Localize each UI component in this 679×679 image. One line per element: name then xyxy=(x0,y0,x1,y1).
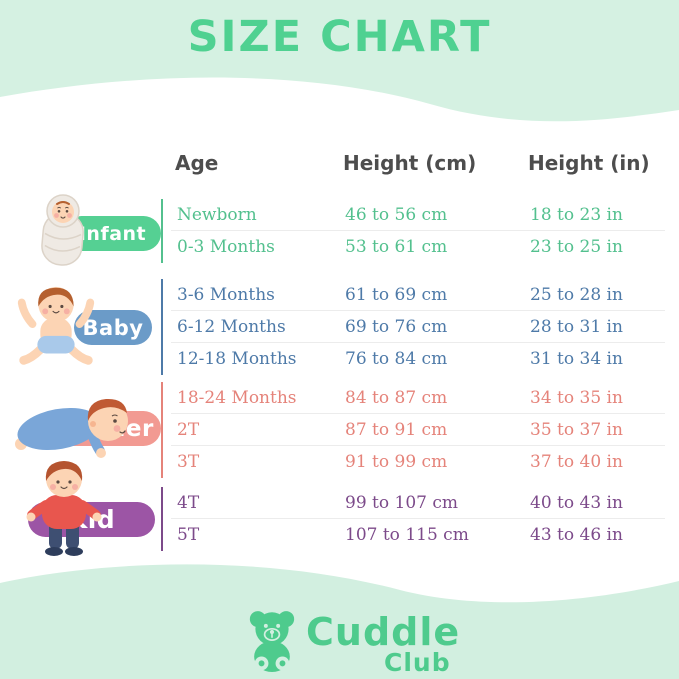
height-cm-cell: 91 to 99 cm xyxy=(345,452,448,472)
age-cell: 4T xyxy=(177,493,200,513)
age-cell: 3T xyxy=(177,452,200,472)
age-cell: 6-12 Months xyxy=(177,317,286,337)
height-in-cell: 28 to 31 in xyxy=(530,317,623,337)
age-cell: 2T xyxy=(177,420,200,440)
age-cell: 12-18 Months xyxy=(177,349,297,369)
column-header-age: Age xyxy=(175,151,219,175)
kid-rows: 4T 99 to 107 cm 40 to 43 in 5T 107 to 115 cm… xyxy=(161,487,669,551)
height-cm-cell: 61 to 69 cm xyxy=(345,285,448,305)
height-in-cell: 43 to 46 in xyxy=(530,525,623,545)
table-row: 2T 87 to 91 cm 35 to 37 in xyxy=(163,414,669,446)
height-in-cell: 31 to 34 in xyxy=(530,349,623,369)
height-cm-cell: 99 to 107 cm xyxy=(345,493,458,513)
height-in-cell: 23 to 25 in xyxy=(530,237,623,257)
height-in-cell: 37 to 40 in xyxy=(530,452,623,472)
page-title: SIZE CHART xyxy=(187,12,492,62)
brand-subname: Club xyxy=(384,648,451,677)
infant-illustration xyxy=(26,189,100,269)
table-row: 18-24 Months 84 to 87 cm 34 to 35 in xyxy=(163,382,669,414)
height-cm-cell: 87 to 91 cm xyxy=(345,420,448,440)
table-row: 4T 99 to 107 cm 40 to 43 in xyxy=(163,487,669,519)
kid-illustration xyxy=(22,455,106,559)
table-row: 6-12 Months 69 to 76 cm 28 to 31 in xyxy=(163,311,669,343)
height-cm-cell: 76 to 84 cm xyxy=(345,349,448,369)
height-cm-cell: 84 to 87 cm xyxy=(345,388,448,408)
brand-name: Cuddle xyxy=(306,610,461,654)
age-cell: 18-24 Months xyxy=(177,388,297,408)
column-header-height-cm: Height (cm) xyxy=(343,151,477,175)
toddler-rows: 18-24 Months 84 to 87 cm 34 to 35 in 2T 87 t… xyxy=(161,382,669,478)
height-cm-cell: 46 to 56 cm xyxy=(345,205,448,225)
baby-illustration xyxy=(10,281,102,376)
height-cm-cell: 69 to 76 cm xyxy=(345,317,448,337)
age-cell: 3-6 Months xyxy=(177,285,275,305)
table-row: 3T 91 to 99 cm 37 to 40 in xyxy=(163,446,669,478)
teddy-bear-icon xyxy=(244,608,300,676)
height-in-cell: 35 to 37 in xyxy=(530,420,623,440)
table-row: 0-3 Months 53 to 61 cm 23 to 25 in xyxy=(163,231,669,263)
toddler-illustration xyxy=(4,390,156,460)
height-in-cell: 18 to 23 in xyxy=(530,205,623,225)
table-row: 12-18 Months 76 to 84 cm 31 to 34 in xyxy=(163,343,669,375)
table-row: 5T 107 to 115 cm 43 to 46 in xyxy=(163,519,669,551)
table-row: Newborn 46 to 56 cm 18 to 23 in xyxy=(163,199,669,231)
baby-rows: 3-6 Months 61 to 69 cm 25 to 28 in 6-12 Mon… xyxy=(161,279,669,375)
height-in-cell: 40 to 43 in xyxy=(530,493,623,513)
bottom-wave-decoration xyxy=(0,564,679,679)
height-cm-cell: 53 to 61 cm xyxy=(345,237,448,257)
age-cell: 0-3 Months xyxy=(177,237,275,257)
height-cm-cell: 107 to 115 cm xyxy=(345,525,469,545)
age-cell: Newborn xyxy=(177,205,257,225)
top-wave-decoration xyxy=(0,0,679,122)
column-header-height-in: Height (in) xyxy=(528,151,650,175)
infant-rows: Newborn 46 to 56 cm 18 to 23 in 0-3 Months 5… xyxy=(161,199,669,263)
table-row: 3-6 Months 61 to 69 cm 25 to 28 in xyxy=(163,279,669,311)
height-in-cell: 34 to 35 in xyxy=(530,388,623,408)
age-cell: 5T xyxy=(177,525,200,545)
height-in-cell: 25 to 28 in xyxy=(530,285,623,305)
